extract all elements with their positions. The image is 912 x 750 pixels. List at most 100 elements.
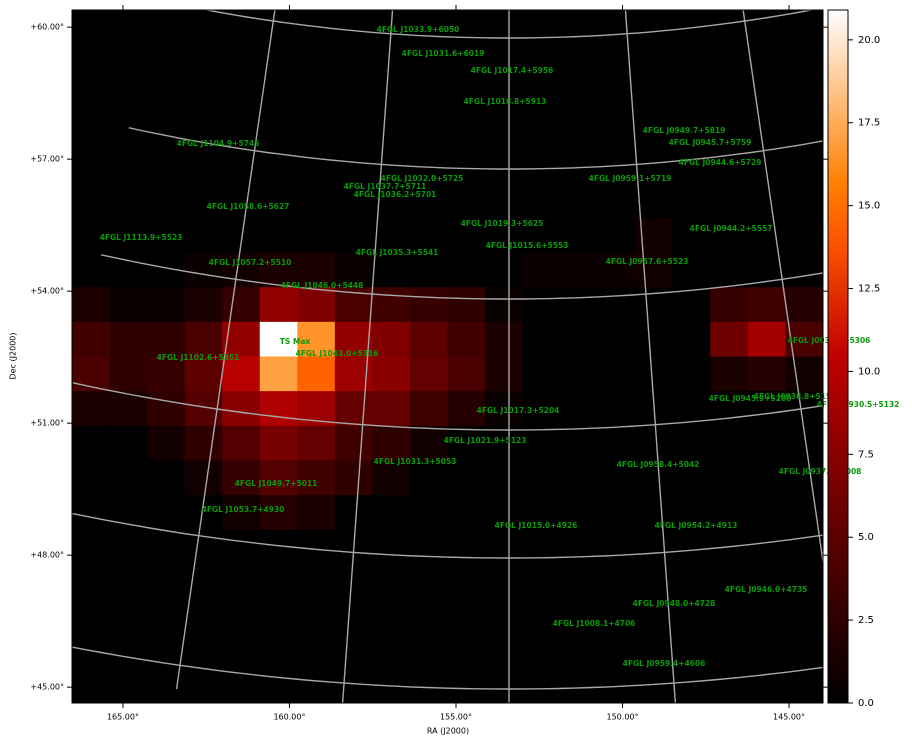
heat-cell bbox=[485, 79, 524, 115]
heat-cell bbox=[485, 564, 524, 600]
heat-cell bbox=[710, 148, 749, 184]
source-label: 4FGL J1053.7+4930 bbox=[202, 505, 285, 514]
source-label: 4FGL J1037.7+5711 bbox=[344, 182, 427, 191]
heat-cell bbox=[184, 425, 223, 461]
heat-cell bbox=[635, 148, 674, 184]
heat-cell bbox=[72, 460, 111, 496]
heat-cell bbox=[522, 564, 561, 600]
heat-cell bbox=[485, 148, 524, 184]
heat-cell bbox=[597, 599, 636, 635]
source-label: 4FGL J0959.1+5719 bbox=[589, 174, 672, 183]
heat-cell bbox=[672, 183, 711, 219]
heat-cell bbox=[747, 425, 786, 461]
heat-cell bbox=[184, 287, 223, 323]
heat-cell bbox=[447, 44, 486, 80]
heat-cell bbox=[710, 564, 749, 600]
source-label: 4FGL J1046.0+5448 bbox=[281, 281, 364, 290]
heat-cell bbox=[259, 633, 298, 669]
colorbar-tick-label: 12.5 bbox=[858, 284, 880, 295]
heat-cell bbox=[222, 44, 261, 80]
heat-cell bbox=[522, 633, 561, 669]
heat-cell bbox=[297, 79, 336, 115]
heat-cell bbox=[184, 79, 223, 115]
heat-cell bbox=[522, 529, 561, 565]
heat-cell bbox=[72, 10, 111, 46]
y-tick-label: +48.00° bbox=[30, 551, 64, 560]
heat-cell bbox=[259, 217, 298, 254]
source-label: 4FGL J1008.1+4706 bbox=[553, 619, 636, 628]
heat-cell bbox=[184, 113, 223, 150]
heat-cell bbox=[447, 495, 486, 531]
heat-cell bbox=[222, 495, 261, 531]
heat-cell bbox=[560, 44, 599, 80]
heat-cell bbox=[372, 495, 411, 531]
heat-cell bbox=[259, 10, 298, 46]
heatmap bbox=[72, 10, 824, 704]
heat-cell bbox=[297, 356, 336, 392]
source-label: 4FGL J0946.0+4735 bbox=[725, 585, 808, 594]
source-label: 4FGL J1015.6+5553 bbox=[486, 241, 569, 250]
heat-cell bbox=[259, 356, 298, 392]
heat-cell bbox=[297, 599, 336, 635]
heat-cell bbox=[747, 564, 786, 600]
heat-cell bbox=[635, 252, 674, 288]
graticule bbox=[72, 10, 823, 703]
heat-cell bbox=[672, 44, 711, 80]
y-tick-label: +57.00° bbox=[30, 155, 64, 164]
heat-cell bbox=[109, 79, 148, 115]
heat-cell bbox=[597, 460, 636, 496]
heat-cell bbox=[672, 564, 711, 600]
x-tick-label: 155.00° bbox=[440, 713, 472, 722]
x-tick-label: 150.00° bbox=[607, 713, 639, 722]
heat-cell bbox=[597, 356, 636, 392]
heat-cell bbox=[635, 460, 674, 496]
x-tick-label: 145.00° bbox=[773, 713, 805, 722]
heat-cell bbox=[184, 668, 223, 704]
heat-cell bbox=[522, 460, 561, 496]
heat-cell bbox=[710, 425, 749, 461]
heat-cell bbox=[447, 529, 486, 565]
heat-cell bbox=[597, 425, 636, 461]
heat-cell bbox=[447, 287, 486, 323]
source-label: 4FGL J1049.7+5011 bbox=[235, 479, 318, 488]
heat-cell bbox=[109, 10, 148, 46]
heat-cell bbox=[372, 217, 411, 254]
heat-cell bbox=[522, 217, 561, 254]
heat-cell bbox=[597, 391, 636, 427]
heat-cell bbox=[222, 356, 261, 392]
heat-cell bbox=[747, 44, 786, 80]
source-label: 4FGL J1113.9+5523 bbox=[100, 233, 183, 242]
heat-cell bbox=[109, 148, 148, 184]
heat-cell bbox=[597, 10, 636, 46]
x-axis-label: RA (J2000) bbox=[427, 727, 469, 736]
heat-cell bbox=[447, 217, 486, 254]
heat-cell bbox=[259, 79, 298, 115]
heat-cell bbox=[409, 217, 448, 254]
heat-cell bbox=[485, 633, 524, 669]
heat-cell bbox=[222, 217, 261, 254]
heat-cell bbox=[297, 287, 336, 323]
heat-cell bbox=[184, 321, 223, 357]
heat-cell bbox=[597, 564, 636, 600]
heat-cell bbox=[372, 633, 411, 669]
source-label: 4FGL J1031.3+5053 bbox=[374, 457, 457, 466]
heat-cell bbox=[372, 564, 411, 600]
heat-cell bbox=[597, 79, 636, 115]
heat-cell bbox=[297, 495, 336, 531]
heat-cell bbox=[147, 356, 186, 392]
heat-cell bbox=[710, 668, 749, 704]
heat-cell bbox=[447, 356, 486, 392]
colorbar-tick-label: 0.0 bbox=[858, 698, 874, 709]
source-labels: 4FGL J1033.9+6050 4FGL J1031.6+6019 4FGL J… bbox=[100, 25, 900, 668]
heat-cell bbox=[372, 287, 411, 323]
heat-cell bbox=[747, 668, 786, 704]
heat-cell bbox=[297, 113, 336, 150]
heat-cell bbox=[597, 113, 636, 150]
heat-cell bbox=[409, 425, 448, 461]
heat-cell bbox=[710, 287, 749, 323]
heat-cell bbox=[409, 287, 448, 323]
source-label: 4FGL J1102.6+5351 bbox=[157, 353, 240, 362]
heat-cell bbox=[560, 425, 599, 461]
source-label: 4FGL J1057.2+5510 bbox=[209, 258, 292, 267]
heat-cell bbox=[560, 356, 599, 392]
